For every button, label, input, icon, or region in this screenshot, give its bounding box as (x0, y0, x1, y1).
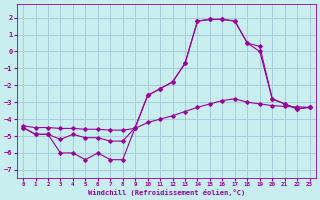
X-axis label: Windchill (Refroidissement éolien,°C): Windchill (Refroidissement éolien,°C) (88, 189, 245, 196)
